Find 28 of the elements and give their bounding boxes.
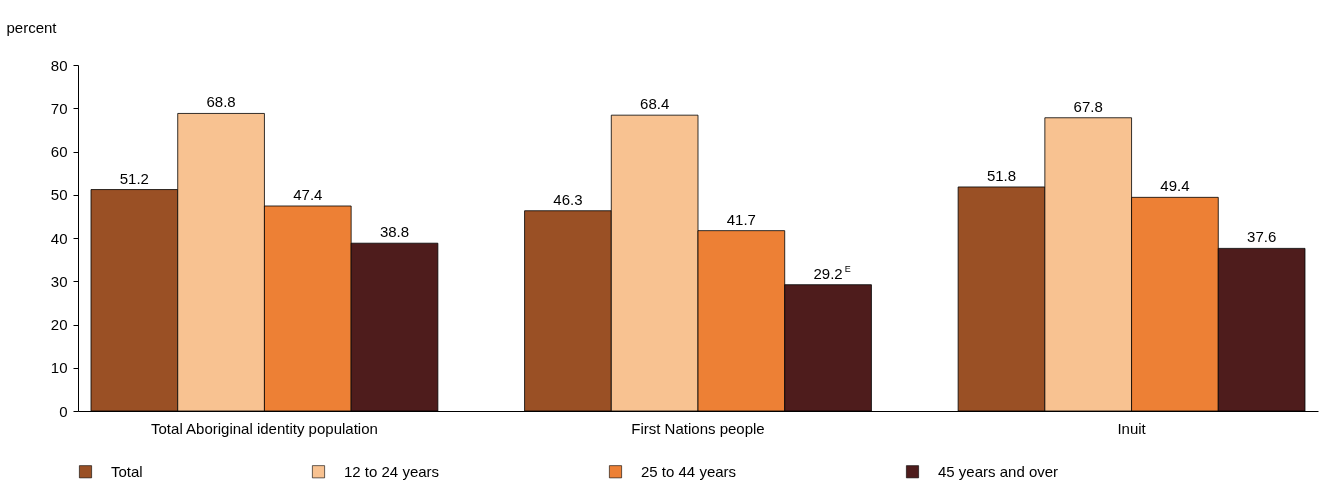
x-tick-label: Total Aboriginal identity population [151, 419, 378, 437]
data-label: 68.8 [206, 93, 236, 111]
legend-label: 25 to 44 years [641, 462, 737, 480]
y-tick-label: 40 [50, 229, 68, 247]
y-tick-label: 60 [50, 143, 68, 160]
legend-label: Total [111, 462, 143, 480]
y-tick-label: 80 [50, 56, 68, 74]
data-label: 68.4 [640, 95, 670, 113]
data-label: 51.2 [119, 169, 149, 187]
y-tick-label: 10 [50, 359, 68, 377]
data-label: 41.7 [726, 210, 756, 228]
data-label: 38.8 [379, 223, 410, 241]
legend-label: 45 years and over [938, 462, 1059, 480]
legend-label: 12 to 24 years [344, 462, 440, 480]
x-tick-label: Inuit [1117, 419, 1147, 437]
data-label: 46.3 [553, 190, 583, 208]
x-tick-label: First Nations people [631, 419, 765, 437]
y-axis-title: percent [6, 18, 58, 36]
y-tick-label: 20 [50, 316, 68, 333]
y-tick-label: 50 [50, 186, 68, 204]
data-label: 37.6 [1247, 228, 1277, 246]
data-label: 47.4 [293, 185, 323, 203]
y-tick-label: 0 [59, 402, 68, 420]
data-label: 49.4 [1160, 177, 1190, 195]
data-label: 67.8 [1073, 97, 1103, 115]
data-label: 51.8 [986, 166, 1017, 184]
y-tick-label: 70 [50, 99, 68, 117]
y-tick-label: 30 [50, 272, 68, 290]
